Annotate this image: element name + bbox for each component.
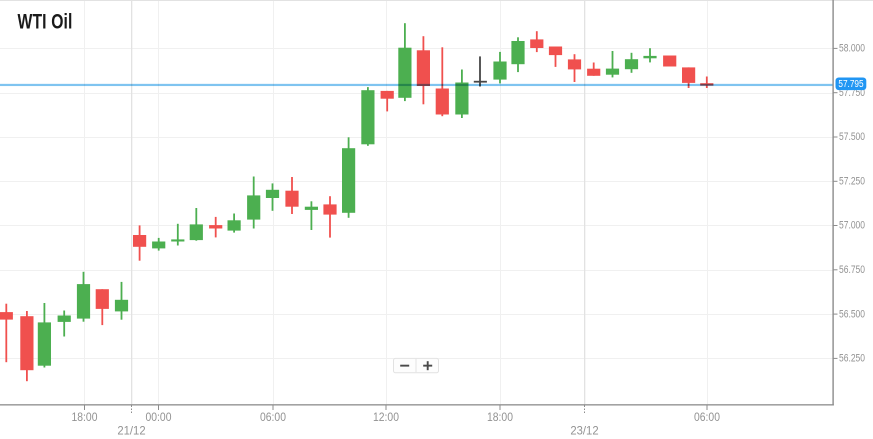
svg-text:18:00: 18:00 [72,410,98,424]
svg-text:56.500: 56.500 [839,308,865,320]
svg-text:18:00: 18:00 [487,410,513,424]
svg-text:57.500: 57.500 [839,131,865,143]
svg-text:56.750: 56.750 [839,264,865,276]
svg-text:21/12: 21/12 [117,424,145,438]
svg-text:57.250: 57.250 [839,176,865,188]
svg-text:57.000: 57.000 [839,220,865,232]
svg-text:57.795: 57.795 [838,79,864,90]
svg-text:06:00: 06:00 [694,410,720,424]
svg-text:23/12: 23/12 [570,424,598,438]
svg-text:WTI Oil: WTI Oil [18,9,73,33]
svg-text:00:00: 00:00 [146,410,172,424]
svg-text:12:00: 12:00 [373,410,399,424]
svg-text:56.250: 56.250 [839,353,865,365]
svg-text:06:00: 06:00 [260,410,286,424]
svg-text:58.000: 58.000 [839,43,865,55]
